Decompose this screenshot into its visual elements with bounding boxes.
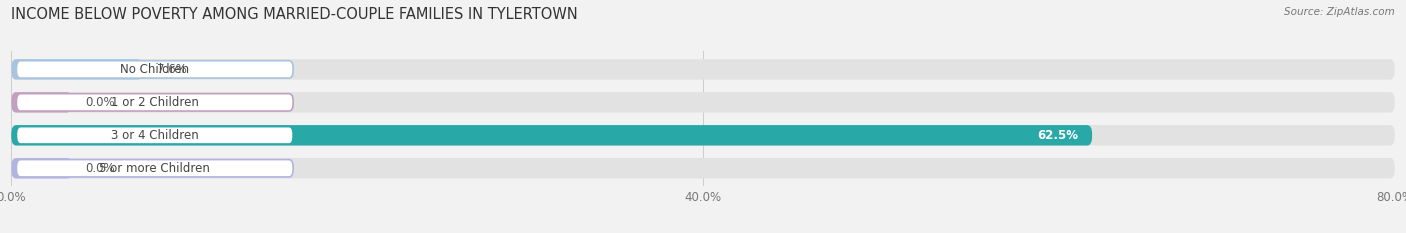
Text: Source: ZipAtlas.com: Source: ZipAtlas.com — [1284, 7, 1395, 17]
Text: INCOME BELOW POVERTY AMONG MARRIED-COUPLE FAMILIES IN TYLERTOWN: INCOME BELOW POVERTY AMONG MARRIED-COUPL… — [11, 7, 578, 22]
FancyBboxPatch shape — [11, 59, 142, 80]
Text: No Children: No Children — [121, 63, 190, 76]
FancyBboxPatch shape — [17, 160, 292, 177]
FancyBboxPatch shape — [17, 94, 292, 111]
Text: 0.0%: 0.0% — [86, 162, 115, 175]
FancyBboxPatch shape — [11, 125, 1395, 146]
FancyBboxPatch shape — [11, 59, 1395, 80]
FancyBboxPatch shape — [11, 125, 1092, 146]
FancyBboxPatch shape — [11, 158, 1395, 178]
Text: 3 or 4 Children: 3 or 4 Children — [111, 129, 198, 142]
FancyBboxPatch shape — [11, 158, 72, 178]
Text: 0.0%: 0.0% — [86, 96, 115, 109]
Text: 62.5%: 62.5% — [1038, 129, 1078, 142]
Text: 1 or 2 Children: 1 or 2 Children — [111, 96, 198, 109]
FancyBboxPatch shape — [17, 127, 292, 144]
FancyBboxPatch shape — [17, 61, 292, 78]
FancyBboxPatch shape — [11, 92, 72, 113]
Text: 7.6%: 7.6% — [156, 63, 187, 76]
FancyBboxPatch shape — [11, 92, 1395, 113]
Text: 5 or more Children: 5 or more Children — [100, 162, 211, 175]
